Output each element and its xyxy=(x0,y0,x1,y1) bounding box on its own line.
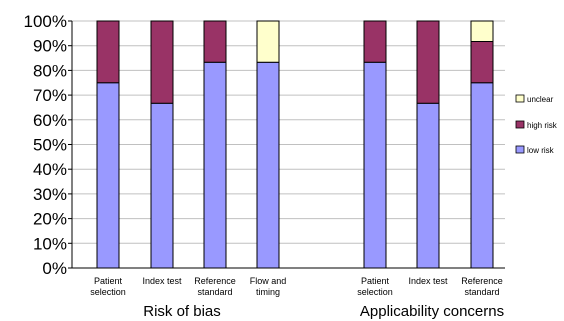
bar-segment-low-risk xyxy=(150,102,174,269)
x-tick-label: Reference standard xyxy=(461,276,503,297)
x-tick-label: Patient selection xyxy=(357,276,393,297)
group-label: Risk of bias xyxy=(143,303,221,320)
y-tick-label: 90% xyxy=(33,37,67,56)
legend-label: high risk xyxy=(527,121,558,130)
x-tick-label: Index test xyxy=(142,276,182,286)
bar-segment-high-risk xyxy=(203,20,227,63)
group-labels: Risk of bias Applicability concerns xyxy=(143,303,504,320)
y-tick-label: 70% xyxy=(33,86,67,105)
x-tick-label: Patient selection xyxy=(90,276,126,297)
y-tick-label: 60% xyxy=(33,111,67,130)
x-tick-label: Reference standard xyxy=(194,276,236,297)
y-tick-label: 100% xyxy=(24,12,67,31)
x-axis: Patient selection Index test Reference stand… xyxy=(72,267,505,297)
x-tick-label: Flow and timing xyxy=(250,276,287,297)
gridlines xyxy=(72,20,505,269)
x-tick-label: Index test xyxy=(408,276,448,286)
y-tick-label: 30% xyxy=(33,185,67,204)
y-tick-label: 40% xyxy=(33,160,67,179)
bar-segment-high-risk xyxy=(150,20,174,104)
legend-label: unclear xyxy=(527,95,554,104)
y-tick-label: 10% xyxy=(33,234,67,253)
legend: unclear high risk low risk xyxy=(515,94,558,155)
legend-swatch xyxy=(515,145,525,154)
y-tick-label: 0% xyxy=(42,259,67,278)
y-tick-label: 20% xyxy=(33,210,67,229)
legend-swatch xyxy=(515,120,525,129)
bar-segment-high-risk xyxy=(470,41,494,84)
bar-segment-high-risk xyxy=(363,20,387,63)
bar-segment-high-risk xyxy=(96,20,120,84)
bar-segment-low-risk xyxy=(470,82,494,269)
bar-segment-low-risk xyxy=(256,61,280,269)
bar-segment-low-risk xyxy=(203,61,227,269)
bar-segment-unclear xyxy=(256,20,280,63)
y-tick-label: 50% xyxy=(33,136,67,155)
bar-segment-unclear xyxy=(470,20,494,43)
y-tick-label: 80% xyxy=(33,61,67,80)
bar-segment-low-risk xyxy=(363,61,387,269)
legend-label: low risk xyxy=(527,146,555,155)
legend-swatch xyxy=(515,94,525,103)
group-label: Applicability concerns xyxy=(360,303,504,320)
bars xyxy=(96,20,494,269)
bar-segment-low-risk xyxy=(416,102,440,269)
bar-segment-high-risk xyxy=(416,20,440,104)
y-axis: 0% 10% 20% 30% 40% 50% 60% 70% 80% 90% 100% xyxy=(24,12,73,278)
bar-segment-low-risk xyxy=(96,82,120,269)
